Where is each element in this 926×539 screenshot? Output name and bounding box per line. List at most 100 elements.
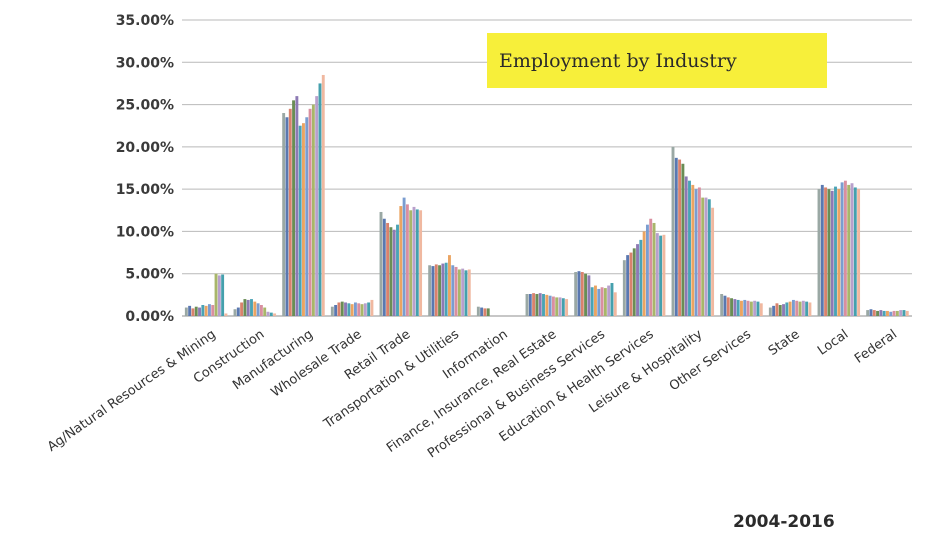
bar — [353, 302, 357, 316]
bar — [882, 310, 886, 316]
bar — [415, 209, 419, 316]
y-tick-label: 30.00% — [116, 55, 174, 71]
bar — [830, 190, 834, 316]
bar — [409, 210, 413, 316]
bar — [879, 310, 883, 316]
bar — [315, 96, 319, 316]
bar — [548, 295, 552, 316]
bar — [246, 299, 250, 316]
y-tick-label: 35.00% — [116, 13, 174, 29]
bar — [525, 294, 529, 316]
bar — [798, 301, 802, 316]
bar — [538, 293, 542, 316]
bar — [298, 125, 302, 316]
bar — [240, 302, 244, 316]
bar — [201, 305, 205, 316]
bar — [434, 264, 438, 316]
bar — [292, 100, 296, 316]
bar — [288, 108, 292, 316]
bar — [370, 299, 374, 316]
bar — [642, 231, 646, 316]
bar — [837, 189, 841, 316]
bar — [399, 206, 403, 316]
bar — [775, 303, 779, 316]
bar — [688, 180, 691, 316]
bar — [561, 298, 565, 316]
x-tick-label: Wholesale Trade — [269, 327, 365, 401]
bar — [382, 218, 386, 316]
bar — [532, 293, 536, 316]
bar — [817, 189, 821, 316]
bar — [590, 287, 594, 316]
bar — [198, 307, 201, 316]
bar — [285, 117, 289, 316]
bar — [788, 301, 792, 316]
bar — [438, 265, 442, 316]
bar — [451, 265, 455, 316]
bar — [649, 218, 653, 316]
bar — [379, 211, 383, 316]
bar — [801, 300, 805, 316]
bar — [723, 295, 727, 316]
bar — [483, 308, 487, 316]
bar — [250, 299, 253, 316]
bar — [843, 180, 847, 316]
bar — [768, 307, 772, 316]
bar — [545, 294, 549, 316]
bar — [850, 183, 854, 316]
bar — [224, 313, 228, 316]
bar — [697, 187, 701, 316]
bar — [204, 305, 208, 316]
bar — [428, 265, 432, 316]
bar — [876, 310, 880, 316]
bar — [662, 234, 666, 316]
bar — [184, 307, 188, 316]
bar — [639, 239, 643, 316]
bar — [840, 182, 844, 316]
bar — [357, 303, 361, 316]
bar — [905, 310, 909, 316]
bar — [402, 197, 406, 316]
y-tick-label: 10.00% — [116, 224, 174, 240]
bar — [441, 263, 445, 316]
bar — [389, 227, 393, 316]
bar — [305, 117, 309, 316]
x-tick-label: Professional & Business Services — [425, 327, 608, 461]
bar — [448, 255, 451, 316]
bar — [311, 104, 315, 316]
bar — [778, 305, 782, 316]
bar — [392, 229, 396, 316]
bar — [730, 298, 734, 316]
bar — [857, 189, 861, 316]
bar — [795, 300, 799, 316]
bar — [645, 224, 649, 316]
bar — [528, 294, 532, 316]
bar — [454, 266, 458, 316]
bar — [405, 204, 409, 316]
bar — [253, 301, 257, 316]
bar — [824, 187, 828, 316]
bar — [626, 255, 630, 316]
bar — [678, 159, 682, 316]
x-tick-label: State — [766, 327, 803, 359]
bar — [330, 306, 334, 316]
bar — [347, 303, 351, 316]
bar — [464, 270, 468, 316]
bar — [221, 274, 225, 316]
bar — [613, 292, 617, 316]
bar — [266, 311, 270, 316]
bar — [308, 108, 312, 316]
bar — [791, 299, 795, 316]
bar — [565, 299, 569, 316]
bar — [461, 268, 465, 316]
x-tick-label: Federal — [852, 327, 900, 367]
bar — [902, 310, 906, 316]
bar — [431, 266, 435, 316]
bar — [594, 285, 597, 316]
bar — [759, 303, 763, 316]
bar — [872, 310, 876, 316]
bar — [386, 222, 390, 316]
bar — [834, 186, 837, 316]
bar — [782, 304, 785, 316]
bar — [344, 302, 347, 316]
